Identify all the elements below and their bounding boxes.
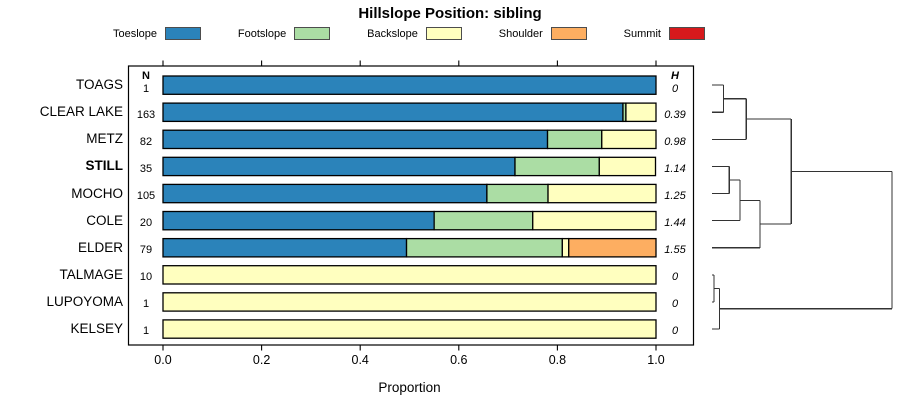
legend-swatch-footslope bbox=[294, 27, 331, 40]
n-value: 1 bbox=[142, 325, 150, 338]
legend-item-backslope: Backslope bbox=[367, 27, 462, 40]
bar-segment-backslope bbox=[561, 237, 570, 258]
bar-segment-backslope bbox=[601, 129, 657, 150]
h-value: 1.55 bbox=[664, 244, 686, 257]
legend-item-footslope: Footslope bbox=[237, 27, 331, 40]
n-value: 163 bbox=[136, 108, 156, 121]
n-value: 82 bbox=[139, 135, 153, 148]
legend-item-summit: Summit bbox=[624, 27, 705, 40]
bar-segment-backslope bbox=[532, 210, 657, 231]
row-label-toags: TOAGS bbox=[75, 77, 123, 93]
legend-label: Footslope bbox=[237, 27, 287, 40]
bar-segment-shoulder bbox=[568, 237, 657, 258]
legend-swatch-backslope bbox=[425, 27, 462, 40]
bar-segment-backslope bbox=[162, 292, 657, 312]
x-tick-label: 0.8 bbox=[548, 353, 567, 367]
legend-label: Backslope bbox=[367, 27, 418, 40]
n-value: 105 bbox=[136, 189, 156, 202]
n-value: 79 bbox=[139, 244, 153, 257]
n-value: 20 bbox=[139, 217, 153, 229]
row-label-still: STILL bbox=[85, 158, 124, 174]
bar-segment-toeslope bbox=[162, 156, 516, 177]
chart-title: Hillslope Position: sibling bbox=[358, 5, 542, 22]
x-tick-label: 0.6 bbox=[450, 353, 468, 367]
h-value: 0 bbox=[671, 298, 679, 311]
h-value: 0.39 bbox=[664, 108, 686, 121]
row-label-mocho: MOCHO bbox=[71, 185, 123, 201]
x-axis-label: Proportion bbox=[378, 380, 441, 395]
row-label-elder: ELDER bbox=[77, 239, 123, 255]
bar-segment-toeslope bbox=[162, 210, 435, 231]
bar-segment-backslope bbox=[547, 183, 657, 204]
n-value: 1 bbox=[142, 298, 150, 311]
n-value: 10 bbox=[139, 271, 153, 284]
row-label-clear-lake: CLEAR LAKE bbox=[39, 104, 123, 120]
bar-segment-toeslope bbox=[162, 75, 657, 95]
h-value: 0 bbox=[671, 271, 679, 284]
x-tick-label: 0.4 bbox=[351, 353, 369, 367]
x-tick-label: 0.0 bbox=[154, 353, 172, 367]
bar-segment-footslope bbox=[433, 210, 534, 231]
h-value: 0.98 bbox=[664, 135, 686, 148]
bar-segment-backslope bbox=[162, 265, 657, 285]
bar-segment-backslope bbox=[598, 156, 657, 177]
bar-segment-footslope bbox=[514, 156, 600, 177]
h-value: 1.14 bbox=[664, 162, 686, 175]
n-value: 35 bbox=[139, 162, 153, 175]
legend: Toeslope Footslope Backslope Shoulder Summit bbox=[113, 26, 705, 41]
plot-box bbox=[127, 65, 695, 346]
h-value: 0 bbox=[671, 83, 679, 96]
x-tick-label: 0.2 bbox=[252, 353, 271, 367]
legend-swatch-summit bbox=[668, 27, 705, 40]
h-value: 1.25 bbox=[664, 189, 686, 202]
row-label-kelsey: KELSEY bbox=[70, 321, 123, 337]
row-label-talmage: TALMAGE bbox=[59, 266, 123, 282]
bar-segment-toeslope bbox=[162, 129, 549, 150]
legend-label: Toeslope bbox=[113, 27, 158, 40]
bar-segment-toeslope bbox=[162, 102, 624, 123]
legend-item-toeslope: Toeslope bbox=[113, 27, 202, 40]
legend-swatch-toeslope bbox=[165, 27, 202, 40]
bar-segment-backslope bbox=[625, 102, 657, 123]
bar-segment-footslope bbox=[486, 183, 549, 204]
row-label-lupoyoma: LUPOYOMA bbox=[46, 293, 123, 309]
bar-segment-footslope bbox=[546, 129, 603, 150]
n-value: 1 bbox=[142, 83, 150, 96]
h-column-header: H bbox=[671, 70, 679, 82]
bar-segment-toeslope bbox=[162, 237, 408, 258]
h-value: 0 bbox=[671, 325, 679, 338]
bar-segment-footslope bbox=[405, 237, 563, 258]
bar-segment-backslope bbox=[162, 319, 657, 339]
legend-swatch-shoulder bbox=[550, 27, 587, 40]
legend-label: Shoulder bbox=[498, 27, 543, 40]
x-tick-label: 1.0 bbox=[647, 353, 665, 367]
legend-item-shoulder: Shoulder bbox=[499, 27, 587, 40]
legend-label: Summit bbox=[623, 27, 661, 40]
n-column-header: N bbox=[142, 70, 150, 82]
h-value: 1.44 bbox=[664, 217, 686, 229]
bar-segment-toeslope bbox=[162, 183, 488, 204]
row-label-cole: COLE bbox=[86, 212, 123, 228]
row-label-metz: METZ bbox=[86, 131, 123, 147]
